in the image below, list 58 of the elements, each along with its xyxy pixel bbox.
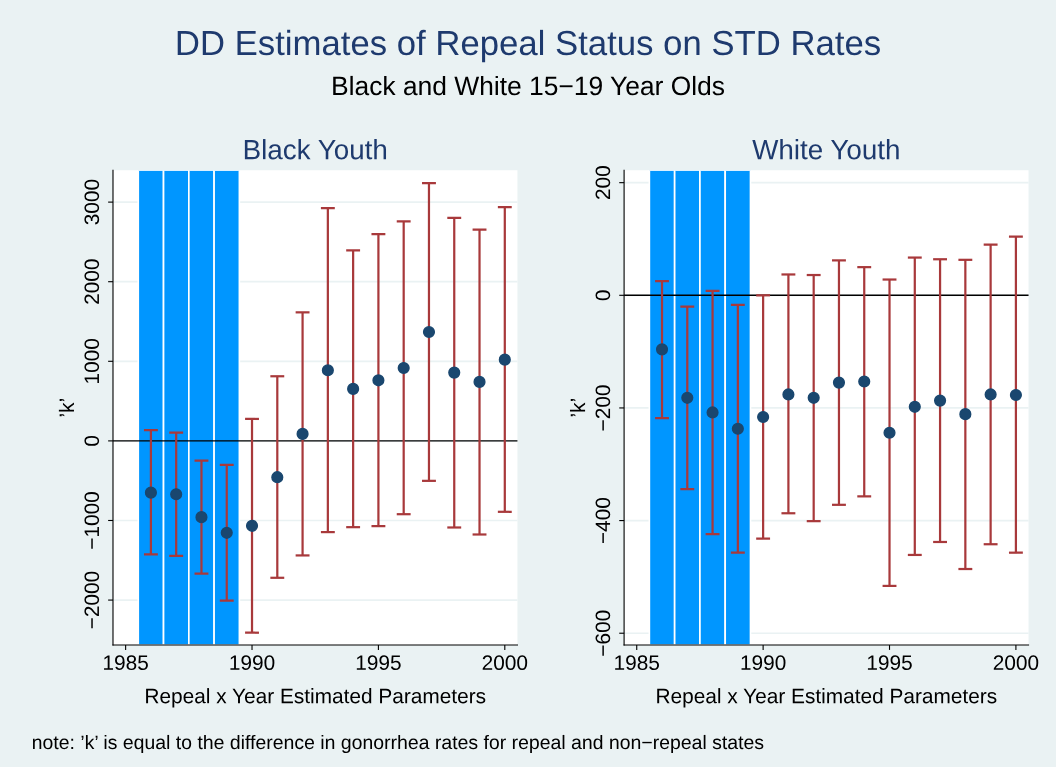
point	[655, 343, 669, 356]
point	[858, 375, 871, 388]
x-tick-label: 1990	[230, 655, 275, 671]
point	[473, 375, 486, 388]
point	[908, 400, 921, 413]
point	[321, 364, 334, 377]
y-tick-label: 1000	[84, 338, 100, 383]
point	[933, 394, 947, 407]
chart-title: Black Youth	[244, 139, 387, 160]
point	[448, 366, 461, 379]
y-tick-label: −200	[595, 385, 611, 431]
point	[195, 511, 208, 524]
point	[807, 391, 820, 404]
x-tick-label: 1985	[104, 655, 148, 671]
x-tick-label: 1995	[356, 655, 401, 671]
x-tick-label: 1985	[615, 655, 660, 671]
x-tick-label: 1995	[867, 655, 912, 671]
point	[731, 422, 744, 435]
y-tick-label: 200	[595, 166, 611, 199]
text: Black and White 15−19 Year Olds	[333, 75, 725, 96]
x-tick-label: 2000	[482, 655, 528, 671]
text: note: ’k’ is equal to the difference in gonorrhea rates for repeal and non−repeal states	[32, 734, 764, 754]
text: DD Estimates of Repeal Status on STD Rates	[177, 29, 880, 63]
y-tick-label: 0	[84, 435, 100, 446]
point	[347, 382, 360, 395]
point	[1009, 388, 1022, 402]
y-tick-label: −2000	[84, 571, 100, 629]
point	[498, 353, 511, 366]
point	[757, 410, 770, 424]
y-axis-title: ’k’	[569, 399, 586, 417]
x-axis-title: Repeal x Year Estimated Parameters	[146, 688, 486, 708]
point	[422, 325, 436, 339]
x-axis-title: Repeal x Year Estimated Parameters	[657, 688, 997, 708]
point	[959, 408, 972, 421]
y-tick-label: 3000	[84, 179, 100, 225]
y-axis-title: ’k’	[58, 399, 74, 417]
point	[397, 361, 410, 375]
x-tick-label: 1990	[741, 655, 786, 671]
x-tick-label: 2000	[993, 655, 1039, 671]
y-tick-label: −1000	[84, 492, 100, 549]
point	[296, 427, 309, 440]
y-tick-label: 0	[595, 290, 611, 301]
point	[170, 488, 183, 501]
point	[984, 388, 997, 401]
point	[144, 486, 157, 499]
point	[372, 374, 385, 387]
point	[782, 388, 795, 401]
y-tick-label: −400	[595, 497, 611, 544]
y-tick-label: −600	[595, 610, 611, 656]
chart-title: White Youth	[752, 139, 899, 160]
point	[220, 526, 233, 539]
point	[271, 471, 284, 484]
point	[706, 406, 719, 419]
point	[832, 376, 846, 389]
point	[883, 426, 896, 439]
y-tick-label: 2000	[84, 259, 100, 304]
point	[245, 519, 259, 532]
point	[681, 391, 694, 404]
